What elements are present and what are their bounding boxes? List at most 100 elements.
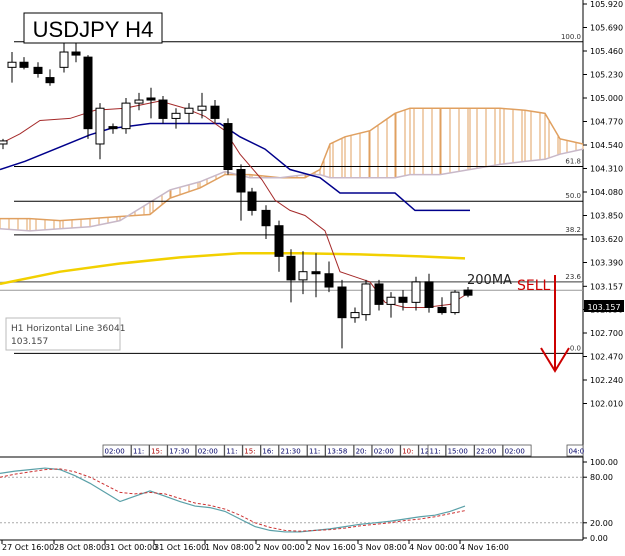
current-price-text: 103.157 [587,303,620,312]
candle-body [223,123,233,171]
senkou-span-a [0,107,584,222]
candle-body [146,97,156,101]
time-tick-label: 2 Nov 16:00 [307,543,356,552]
current-price-badge [584,300,624,312]
session-boxes: 02:00 11: 15: 17:30 02:00 11: 15: 16: 21:30 11: 13… [102,444,585,457]
session-label: 17:30 [169,448,189,456]
fib-level-label: 0.0 [570,344,581,352]
candle-body [324,273,334,288]
candle-body [7,61,17,68]
osc-tick-label: 100.00 [590,458,618,467]
candle-body [236,169,246,193]
time-tick-label: 4 Nov 00:00 [409,543,458,552]
session-label: 15: [244,448,255,456]
candle-body [19,61,29,68]
price-tick-label: 105.230 [590,71,623,80]
candle-body [337,286,347,319]
candle-body [134,99,144,104]
session-label: 15: [151,448,162,456]
session-label: 16: [262,448,273,456]
title-box [23,12,163,44]
price-tick-label: 104.770 [590,118,623,127]
time-tick-label: 31 Oct 00:00 [105,543,157,552]
session-box [566,444,584,457]
ichimoku-cloud [0,107,584,232]
osc-main-line [0,467,466,533]
candle-body [424,281,434,308]
candle-body [197,105,207,111]
session-box [400,444,419,457]
session-label: 02:00 [374,448,394,456]
session-label: 21:30 [281,448,301,456]
session-box [474,444,504,457]
candle-body [361,283,371,316]
price-tick-label: 104.080 [590,188,623,197]
session-label: 04:0 [569,448,585,456]
session-label: 11: [226,448,237,456]
session-box [502,444,532,457]
session-label: 15:00 [448,448,468,456]
price-tick-label: 102.700 [590,329,623,338]
candle-body [450,291,460,314]
session-box [427,444,447,457]
candle-body [274,225,284,257]
session-box [307,444,326,457]
price-tick-label: 102.470 [590,353,623,362]
time-tick-label: 28 Oct 08:00 [54,543,106,552]
fibonacci-levels: 100.0 61.8 50.0 38.2 23.6 0.0 [14,33,583,354]
candle-body [33,66,43,74]
time-tick-label: 1 Nov 08:00 [205,543,254,552]
fib-level-label: 100.0 [561,33,581,41]
session-label: 11: [430,448,441,456]
session-label: 10: [402,448,413,456]
candle-body [184,107,194,114]
candle-body [83,56,93,130]
candle-body [95,107,105,145]
candle-body [171,112,181,119]
session-label: 11: [133,448,144,456]
candle-body [411,281,421,303]
candle-body [121,102,131,130]
time-tick-label: 31 Oct 16:00 [154,543,206,552]
price-tick-labels: 105.920 105.690 105.460 105.230 105.000 104.7… [583,0,623,409]
session-box [371,444,401,457]
candle-body [108,126,118,130]
candle-body [286,255,296,281]
time-tick-label: 3 Nov 08:00 [358,543,407,552]
candlesticks [0,34,473,349]
session-label: 20: [356,448,367,456]
candle-body [298,271,308,281]
candle-body [0,140,8,145]
sell-label: SELL [517,278,551,294]
price-tick-label: 103.850 [590,212,623,221]
fib-level-label: 50.0 [565,192,581,200]
tenkan-line [0,100,471,308]
candle-body [398,296,408,303]
session-box [353,444,373,457]
fib-level-label: 61.8 [565,157,581,165]
sell-arrow-head [540,347,570,373]
kijun-line [0,122,470,212]
candle-body [210,105,220,119]
ma200-line [0,252,466,286]
candle-body [59,51,69,68]
ma200-label: 200MA [467,273,512,288]
osc-tick-label: 80.00 [590,473,613,482]
price-tick-label: 103.390 [590,259,623,268]
candle-body [463,289,473,296]
price-tick-label: 105.690 [590,24,623,33]
hline-tooltip [5,317,121,351]
hline-tooltip-name: H1 Horizontal Line 36041 [11,324,125,334]
osc-tick-label: 20.00 [590,519,613,528]
osc-signal-line [0,468,466,532]
moving-averages [0,100,471,308]
price-tick-label: 104.540 [590,141,623,150]
price-tick-label: 105.460 [590,47,623,56]
senkou-span-b [0,148,584,232]
fib-level-label: 38.2 [565,226,581,234]
chart-title: USDJPY H4 [33,17,154,42]
time-tick-label: 2 Nov 00:00 [256,543,305,552]
session-box [445,444,475,457]
